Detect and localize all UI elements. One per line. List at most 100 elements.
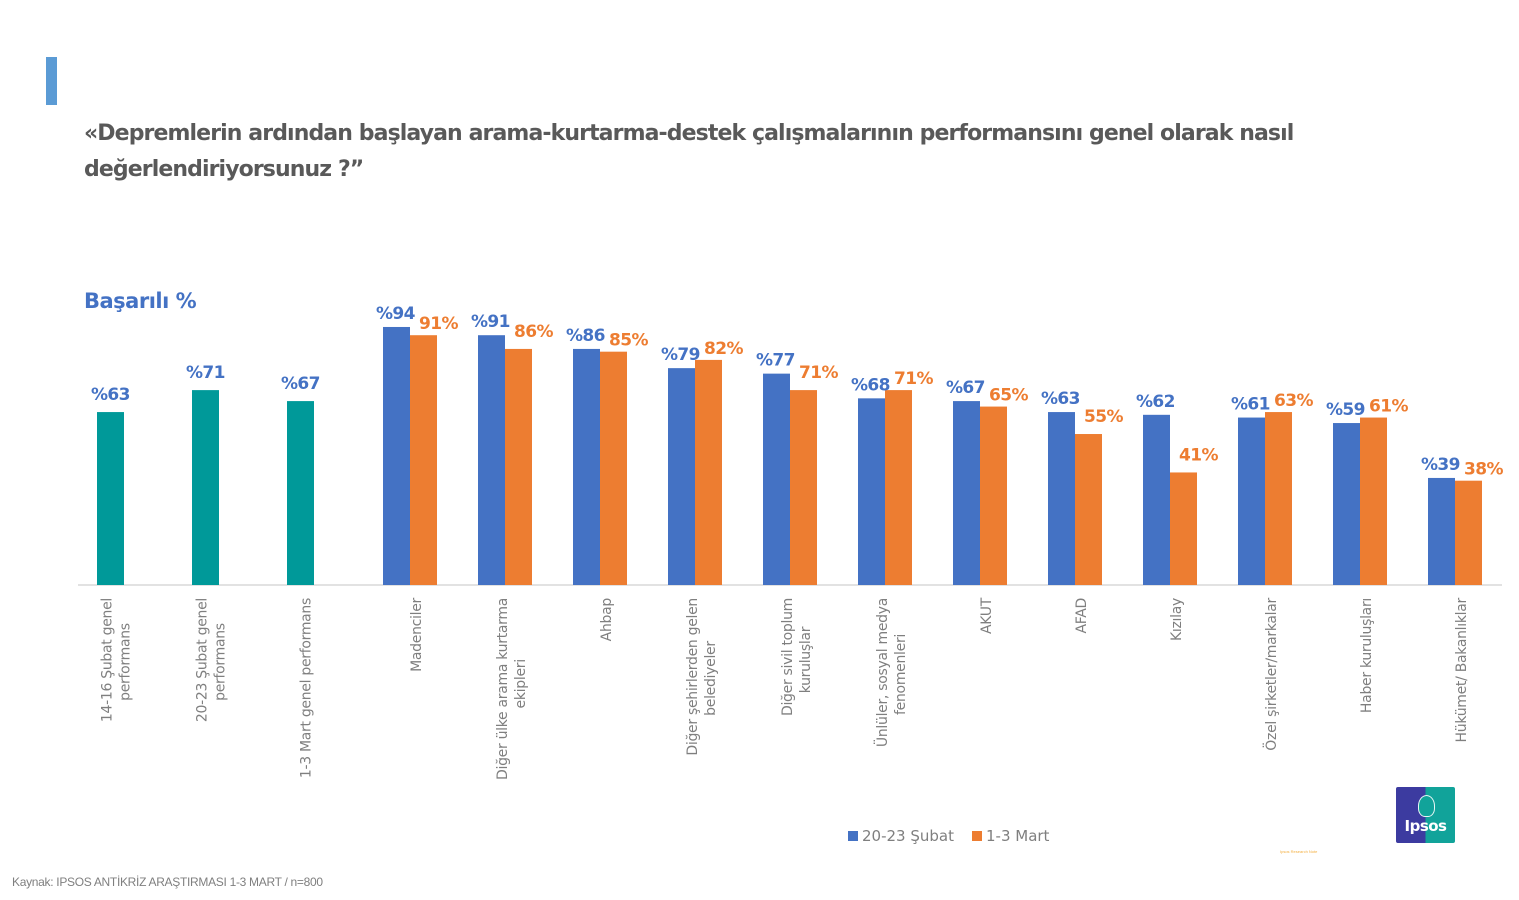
- series-2-data-label: 61%: [1369, 397, 1408, 417]
- series-2-data-label: 91%: [419, 314, 458, 334]
- legend-label: 1-3 Mart: [985, 827, 1050, 845]
- category-label: Ünlüler, sosyal medya fenomenleri: [873, 598, 909, 747]
- overall-bar: [97, 412, 124, 585]
- ipsos-logo: Ipsos: [1396, 787, 1455, 843]
- y-axis-label: Başarılı %: [84, 289, 197, 313]
- overall-bar: [192, 390, 219, 585]
- category-label-line: Ünlüler, sosyal medya: [873, 598, 891, 747]
- category-label-line: Kızılay: [1169, 598, 1185, 641]
- category-label: AKUT: [979, 597, 995, 634]
- series-1-data-label: %62: [1136, 392, 1175, 412]
- series-2-data-label: 38%: [1464, 460, 1503, 480]
- series-2-bar: [1455, 480, 1482, 585]
- series-2-bar: [695, 359, 722, 585]
- series-2-bar: [1360, 417, 1387, 585]
- series-1-bar: [1428, 477, 1455, 585]
- category-label-line: Haber kuruluşları: [1359, 598, 1375, 713]
- series-1-data-label: %63: [1041, 389, 1080, 409]
- series-2-bar: [1170, 472, 1197, 585]
- category-label: Diğer şehirlerden gelen belediyeler: [685, 598, 719, 756]
- series-2-bar: [980, 406, 1007, 585]
- series-1-bar: [1143, 414, 1170, 585]
- category-label: AFAD: [1074, 598, 1090, 634]
- series-1-data-label: %86: [566, 326, 605, 346]
- series-2-data-label: 85%: [609, 331, 648, 351]
- accent-bar: [46, 57, 57, 105]
- series-1-bar: [1238, 417, 1265, 585]
- category-label: 20-23 Şubat genel performans: [195, 598, 229, 722]
- logo-text: Ipsos: [1404, 817, 1447, 835]
- series-1-data-label: %77: [756, 351, 795, 371]
- category-label: Hükümet/ Bakanlıklar: [1454, 597, 1470, 742]
- series-1-bar: [858, 398, 885, 585]
- category-label: Diğer sivil toplum kuruluşlar: [780, 598, 814, 716]
- series-1-bar: [1333, 423, 1360, 585]
- series-1-bar: [478, 335, 505, 585]
- category-label-line: Diğer sivil toplum: [780, 598, 796, 716]
- category-label: 14-16 Şubat genel performans: [100, 598, 134, 722]
- series-2-data-label: 71%: [894, 369, 933, 389]
- series-2-bar: [505, 348, 532, 585]
- series-2-bar: [1265, 412, 1292, 585]
- category-label-line: Ahbap: [599, 598, 615, 642]
- logo-head-icon: [1418, 795, 1435, 817]
- legend-label: 20-23 Şubat: [862, 827, 954, 845]
- series-1-data-label: %68: [851, 375, 890, 395]
- series-1-bar: [668, 368, 695, 585]
- series-2-bar: [1075, 434, 1102, 585]
- series-1-data-label: %39: [1421, 455, 1460, 475]
- category-label-line: Diğer şehirlerden gelen: [685, 598, 701, 756]
- series-2-bar: [790, 390, 817, 585]
- category-label: Kızılay: [1169, 598, 1185, 641]
- series-1-data-label: %61: [1231, 395, 1270, 415]
- series-2-data-label: 82%: [704, 339, 743, 359]
- series-2-bar: [410, 335, 437, 585]
- overall-data-label: %67: [281, 374, 320, 394]
- category-label-line: belediyeler: [703, 641, 719, 716]
- series-2-data-label: 86%: [514, 322, 553, 342]
- category-label-line: kuruluşlar: [798, 626, 814, 693]
- series-1-bar: [763, 373, 790, 585]
- series-1-bar: [573, 348, 600, 585]
- category-label-line: 20-23 Şubat genel: [195, 598, 211, 722]
- series-2-data-label: 41%: [1179, 445, 1218, 465]
- category-label-line: Hükümet/ Bakanlıklar: [1454, 597, 1470, 742]
- category-label-line: 1-3 Mart genel performans: [299, 598, 315, 778]
- category-label: 1-3 Mart genel performans: [299, 598, 315, 778]
- series-1-bar: [1048, 412, 1075, 585]
- overall-data-label: %63: [91, 385, 130, 405]
- category-label-line: performans: [118, 623, 134, 701]
- category-label: Haber kuruluşları: [1359, 598, 1375, 713]
- series-2-bar: [885, 390, 912, 585]
- series-1-bar: [953, 401, 980, 585]
- category-label-line: AFAD: [1074, 598, 1090, 634]
- category-label: Özel şirketler/markalar: [1262, 597, 1280, 750]
- series-2-data-label: 63%: [1274, 391, 1313, 411]
- series-2-bar: [600, 351, 627, 585]
- series-1-data-label: %67: [946, 378, 985, 398]
- category-label-line: Madenciler: [409, 597, 425, 671]
- series-1-data-label: %59: [1326, 400, 1365, 420]
- legend-item-series-1: 20-23 Şubat: [848, 827, 954, 845]
- category-label-line: fenomenleri: [893, 634, 909, 715]
- series-1-data-label: %91: [471, 312, 510, 332]
- overall-bar: [287, 401, 314, 585]
- series-2-data-label: 71%: [799, 363, 838, 383]
- series-1-data-label: %94: [376, 304, 416, 324]
- series-2-data-label: 55%: [1084, 407, 1123, 427]
- source-note: Kaynak: IPSOS ANTİKRİZ ARAŞTIRMASI 1-3 M…: [12, 875, 323, 889]
- category-label-line: AKUT: [979, 597, 995, 634]
- chart-title: «Depremlerin ardından başlayan arama-kur…: [84, 121, 1294, 182]
- category-label-line: 14-16 Şubat genel: [100, 598, 116, 722]
- category-label: Ahbap: [599, 598, 615, 642]
- series-2-data-label: 65%: [989, 386, 1028, 406]
- category-label-line: Özel şirketler/markalar: [1262, 597, 1280, 750]
- chart-legend: 20-23 Şubat 1-3 Mart: [848, 827, 1049, 845]
- category-label: Madenciler: [409, 597, 425, 671]
- category-label-line: performans: [213, 623, 229, 701]
- category-label: Diğer ülke arama kurtarma ekipleri: [495, 598, 529, 780]
- legend-item-series-2: 1-3 Mart: [971, 827, 1050, 845]
- logo-note: Ipsos Research Note: [1280, 849, 1318, 854]
- series-1-bar: [383, 326, 410, 585]
